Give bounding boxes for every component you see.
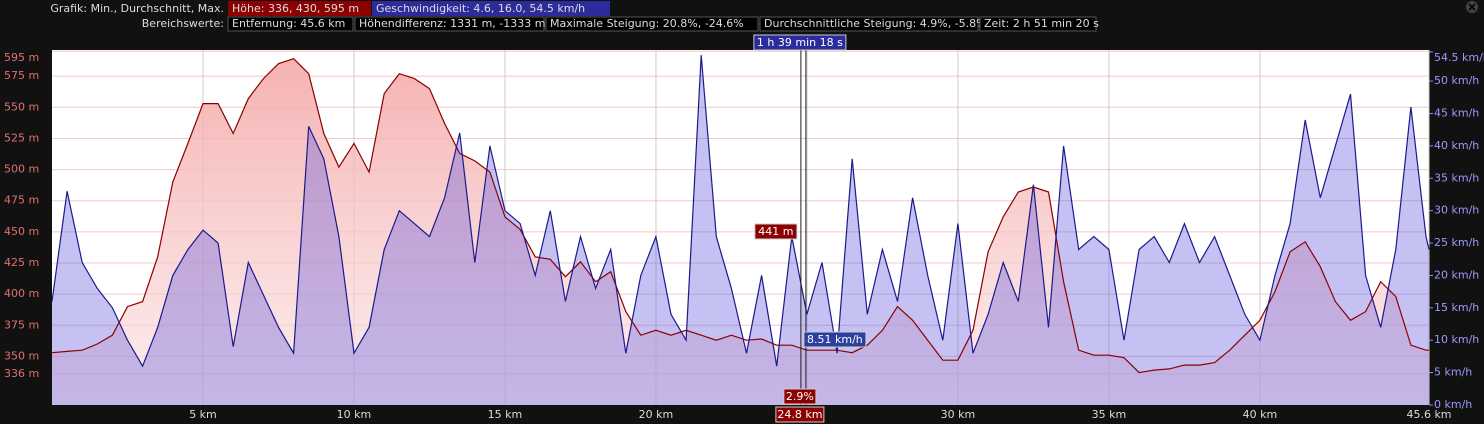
y2-tick-label: 54.5 km/h [1434,51,1484,64]
cursor-grade-box [783,388,817,405]
y2-tick-label: 30 km/h [1434,204,1479,217]
y2-tick-label: 45 km/h [1434,106,1479,119]
y2-tick-label: 5 km/h [1434,366,1472,379]
range-item-box [354,16,545,32]
y2-tick-label: 35 km/h [1434,171,1479,184]
range-items: Entfernung: 45.6 km Höhendifferenz: 1331 … [227,16,1099,32]
cursor-x: 24.8 km [777,408,822,421]
elevation-stats-box [228,1,371,16]
y-tick-label: 375 m [4,318,39,331]
cursor-speed: 8.51 km/h [807,333,863,346]
y-tick-label: 475 m [4,194,39,207]
y2-tick-label: 10 km/h [1434,333,1479,346]
y-tick-label: 425 m [4,256,39,269]
y2-tick-label: 50 km/h [1434,74,1479,87]
y-tick-label: 525 m [4,131,39,144]
speed-stats: Geschwindigkeit: 4.6, 16.0, 54.5 km/h [376,2,585,15]
y-tick-label: 595 m [4,51,39,64]
range-item: Höhendifferenz: 1331 m, -1333 m [359,17,545,30]
plot [51,50,1433,406]
cursor-x-box [775,406,825,423]
y-tick-label: 350 m [4,349,39,362]
speed-stats-box [372,1,610,16]
cursor-time-box [753,34,847,51]
range-item-box [979,16,1097,32]
y-tick-label: 500 m [4,163,39,176]
range-item: Entfernung: 45.6 km [232,17,345,30]
cursor-elevation-box [754,223,798,240]
close-button[interactable] [1466,1,1478,13]
cursor-time: 1 h 39 min 18 s [757,36,843,49]
y2-tick-label: 25 km/h [1434,236,1479,249]
y-tick-label: 336 m [4,367,39,380]
area [52,55,1429,405]
y2-tick-label: 20 km/h [1434,268,1479,281]
range-item-box [545,16,759,32]
cursor-grade: 2.9% [786,390,814,403]
x-tick-label: 10 km [337,408,372,421]
y-tick-label: 575 m [4,69,39,82]
y2-tick-label: 0 km/h [1434,398,1472,411]
y-tick-label: 550 m [4,100,39,113]
y-tick-label: 450 m [4,225,39,238]
range-item: Zeit: 2 h 51 min 20 s [984,17,1099,30]
x-tick-label: 35 km [1092,408,1127,421]
cursor-speed-box [803,331,867,348]
line [51,58,1429,374]
x-tick-label: 40 km [1243,408,1278,421]
elevation-stats: Höhe: 336, 430, 595 m [232,2,359,15]
x-tick-label: 5 km [189,408,217,421]
area [52,58,1429,405]
cursor-elevation: 441 m [758,225,793,238]
x-tick-label: 30 km [941,408,976,421]
range-item: Maximale Steigung: 20.8%, -24.6% [550,17,744,30]
range-item: Durchschnittliche Steigung: 4.9%, -5.8% [764,17,987,30]
x-tick-label: 15 km [488,408,523,421]
graph-label: Grafik: Min., Durchschnitt, Max. [50,2,224,15]
y2-tick-label: 15 km/h [1434,301,1479,314]
range-item-box [227,16,354,32]
y-tick-label: 400 m [4,287,39,300]
line [51,55,1430,368]
range-label: Bereichswerte: [142,17,224,30]
range-item-box [759,16,979,32]
y2-tick-label: 40 km/h [1434,139,1479,152]
x-tick-label: 45.6 km [1406,408,1451,421]
x-tick-label: 20 km [639,408,674,421]
